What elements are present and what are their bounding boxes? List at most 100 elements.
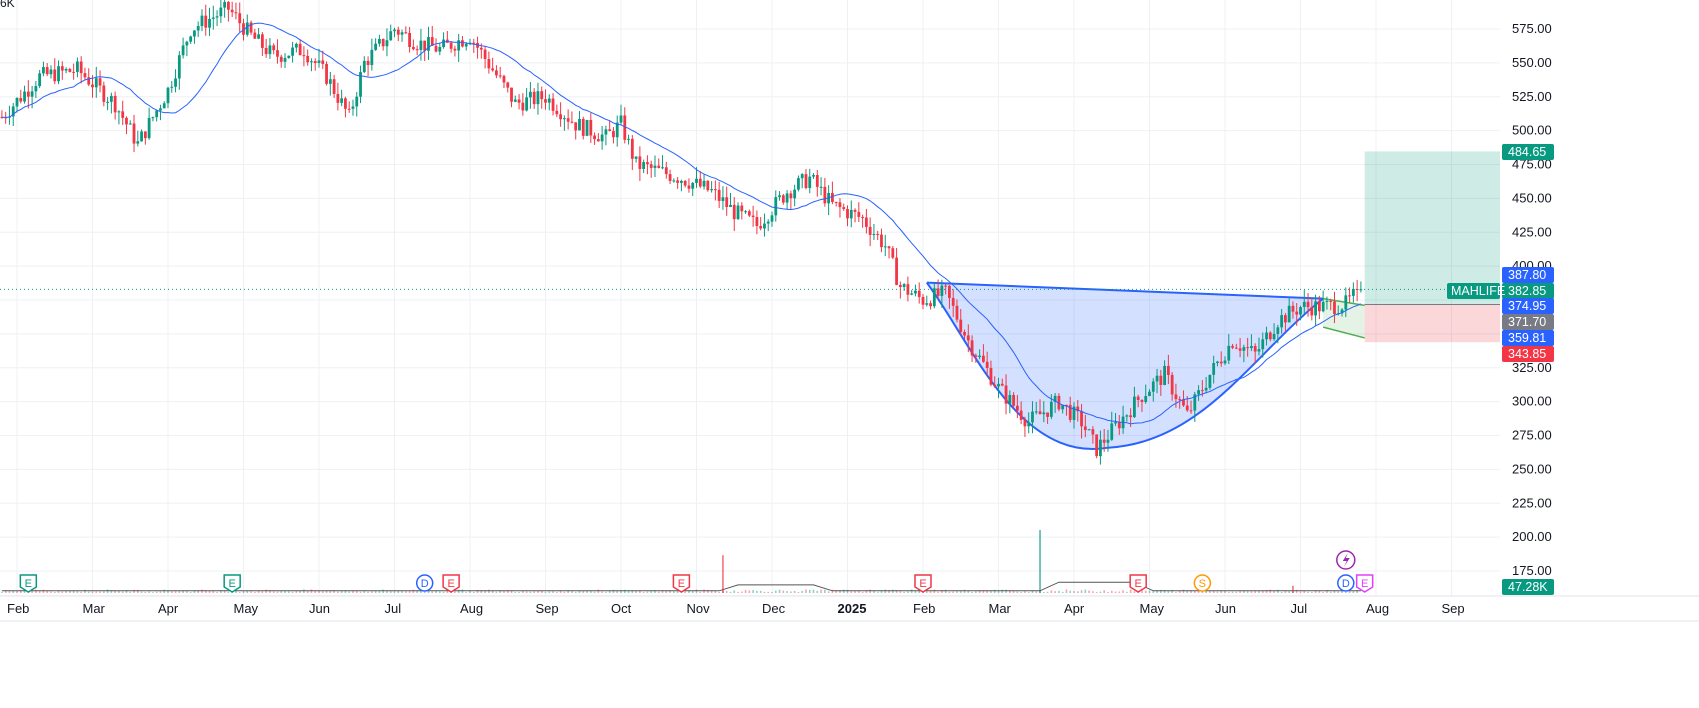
candle-body <box>393 29 396 32</box>
volume-bar <box>118 590 120 593</box>
candle-body <box>974 355 978 357</box>
volume-bar <box>533 591 535 593</box>
volume-bar <box>1009 590 1011 593</box>
loss-zone <box>1364 304 1500 343</box>
volume-bar <box>854 591 856 593</box>
candle-body <box>1231 345 1234 348</box>
volume-bar <box>605 591 607 593</box>
candle-body <box>245 22 249 35</box>
handle-top-line <box>1323 297 1365 307</box>
volume-bar <box>725 590 728 593</box>
candle-body <box>713 189 717 191</box>
volume-bar <box>254 591 256 593</box>
candle-body <box>562 118 566 120</box>
volume-bar <box>189 592 192 593</box>
volume-bar <box>982 590 985 593</box>
candle-body <box>898 284 902 287</box>
candle-body <box>1193 394 1197 411</box>
volume-bar <box>386 590 388 593</box>
volume-bar <box>967 590 970 593</box>
volume-bar <box>620 590 622 593</box>
volume-bar <box>892 589 894 593</box>
candle-body <box>649 164 653 168</box>
x-tick-label: May <box>234 601 259 616</box>
time-axis[interactable]: Feb Mar Apr May Jun Jul Aug Sep Oct Nov Dec 2025 Feb… <box>7 601 1465 616</box>
event-marker: E <box>914 574 932 593</box>
volume-bar <box>1243 590 1245 593</box>
candle-body <box>566 118 570 122</box>
candle-body <box>853 209 857 212</box>
event-marker: D <box>415 574 434 592</box>
volume-bar <box>522 590 524 593</box>
candle-body <box>838 202 842 208</box>
volume-bar <box>291 591 294 593</box>
volume-bar <box>103 591 105 593</box>
y-tick-label: 325.00 <box>1512 360 1552 375</box>
volume-bar <box>574 591 577 593</box>
volume-bar <box>1054 591 1056 593</box>
volume-bar <box>495 591 498 593</box>
volume-bar <box>861 591 864 593</box>
volume-bar <box>790 591 792 593</box>
candle-body <box>404 32 408 34</box>
event-marker-letter: E <box>919 578 926 590</box>
candle-body <box>831 192 834 202</box>
volume-bar <box>1144 590 1147 593</box>
volume-bar <box>435 590 437 593</box>
volume-bar <box>1171 589 1173 593</box>
volume-bar <box>665 590 668 593</box>
candle-body <box>940 285 944 296</box>
candle-body <box>1246 347 1250 349</box>
volume-bar <box>269 590 271 593</box>
earnings-icon <box>1355 574 1374 593</box>
candle-body <box>1257 349 1261 352</box>
volume-bar <box>1107 592 1109 593</box>
candle-body <box>200 15 204 27</box>
candle-body <box>1080 411 1083 427</box>
candle-body <box>759 225 763 229</box>
candle-body <box>219 7 223 17</box>
volume-bar <box>329 590 332 593</box>
candle-body <box>430 37 434 46</box>
candle-body <box>906 284 910 295</box>
volume-bar <box>975 591 977 593</box>
candle-body <box>1272 333 1276 340</box>
position-zones[interactable] <box>1364 151 1500 343</box>
volume-bar <box>80 591 82 593</box>
candle-body <box>834 201 838 203</box>
volume-bar <box>288 591 290 593</box>
candle-body <box>1061 404 1065 410</box>
volume-bar <box>1088 590 1090 593</box>
event-marker: D <box>1337 574 1355 592</box>
candle-body <box>15 97 19 107</box>
volume-bar <box>23 590 26 593</box>
volume-bar <box>144 591 147 593</box>
volume-bar <box>31 590 33 593</box>
candle-body <box>1284 315 1287 323</box>
volume-bar <box>578 590 581 593</box>
candle-body <box>1340 309 1344 314</box>
event-marker-letter: E <box>25 578 32 590</box>
volume-bar <box>586 590 588 593</box>
y-tick-label: 525.00 <box>1512 89 1552 104</box>
x-tick-label: Mar <box>989 601 1012 616</box>
candle-body <box>1019 410 1023 420</box>
volume-bar <box>710 590 713 593</box>
cup-and-handle-pattern[interactable] <box>925 281 1365 450</box>
volume-bar <box>333 589 335 593</box>
volume-bar <box>16 590 18 593</box>
volume-bar <box>121 591 124 593</box>
volume-bar <box>1156 590 1158 593</box>
volume-bar <box>1227 592 1230 593</box>
volume-bar <box>1095 591 1098 593</box>
volume-bar <box>1167 591 1170 593</box>
candle-body <box>676 180 680 183</box>
volume-bar <box>1058 590 1060 593</box>
candle-body <box>125 117 128 125</box>
volume-bar <box>53 592 56 593</box>
candle-body <box>42 67 45 74</box>
candle-body <box>1170 374 1174 395</box>
x-tick-label: Sep <box>1442 601 1465 616</box>
